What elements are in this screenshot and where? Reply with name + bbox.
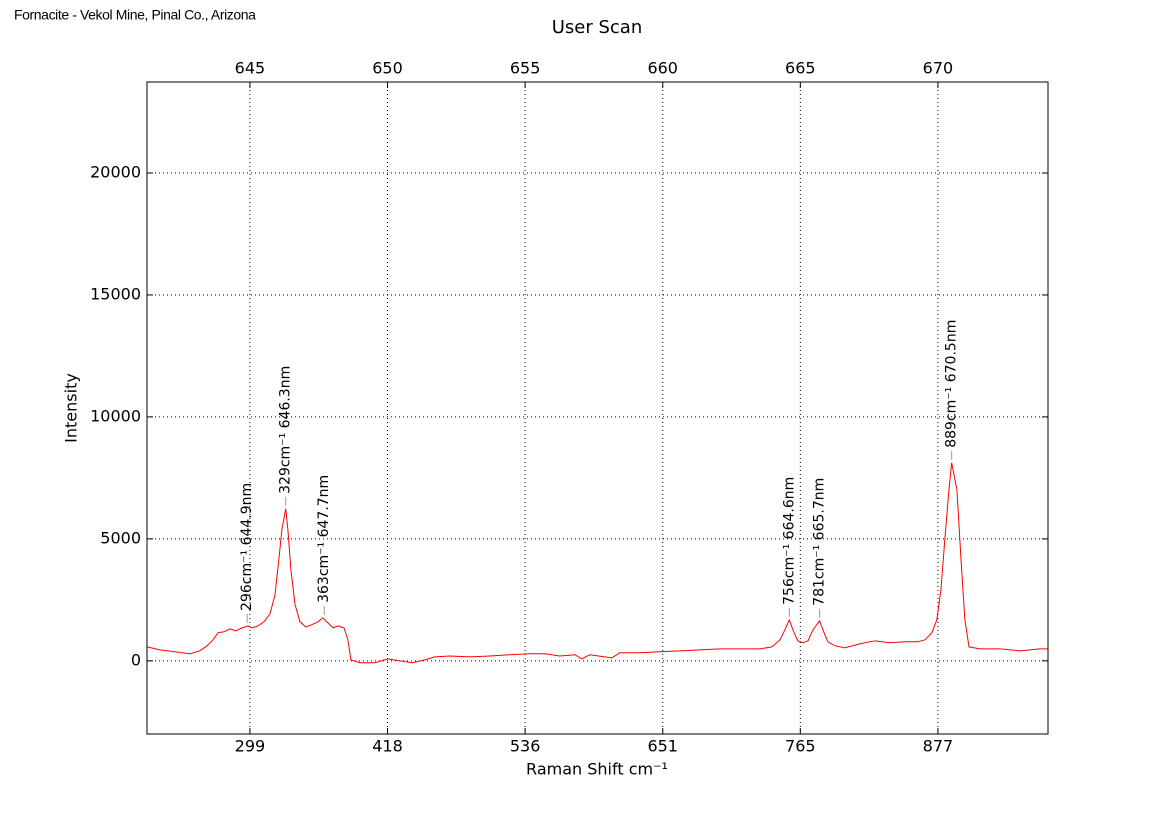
annotation: 756cm⁻¹ 664.6nm (781, 477, 797, 605)
x-tick-label: 299 (235, 737, 266, 756)
x-axis-label: Raman Shift cm⁻¹ (526, 760, 668, 779)
y-tick-label: 10000 (90, 406, 141, 425)
window-title: Fornacite - Vekol Mine, Pinal Co., Arizo… (14, 7, 256, 23)
x2-tick-label: 645 (235, 59, 266, 78)
x-tick-label: 536 (510, 737, 541, 756)
y-axis-label: Intensity (62, 373, 81, 443)
annotation: 296cm⁻¹ 644.9nm (239, 483, 255, 611)
x2-tick-label: 660 (647, 59, 678, 78)
x2-tick-label: 650 (372, 59, 403, 78)
y-tick-label: 15000 (90, 284, 141, 303)
y-tick-label: 20000 (90, 162, 141, 181)
y-tick-label: 5000 (100, 528, 141, 547)
x2-tick-label: 670 (923, 59, 954, 78)
x2-tick-label: 665 (785, 59, 816, 78)
x-tick-label: 418 (372, 737, 403, 756)
x-tick-label: 765 (785, 737, 816, 756)
chart-title: User Scan (552, 17, 643, 38)
annotation: 329cm⁻¹ 646.3nm (278, 366, 294, 494)
annotation: 781cm⁻¹ 665.7nm (812, 478, 828, 606)
x-tick-label: 651 (647, 737, 678, 756)
x-tick-label: 877 (923, 737, 954, 756)
plot-frame (146, 81, 1049, 735)
x2-tick-label: 655 (510, 59, 541, 78)
spectrum-line (146, 462, 1048, 664)
y-tick-label: 0 (131, 650, 141, 669)
annotation: 363cm⁻¹ 647.7nm (316, 475, 332, 603)
annotation: 889cm⁻¹ 670.5nm (944, 320, 960, 448)
